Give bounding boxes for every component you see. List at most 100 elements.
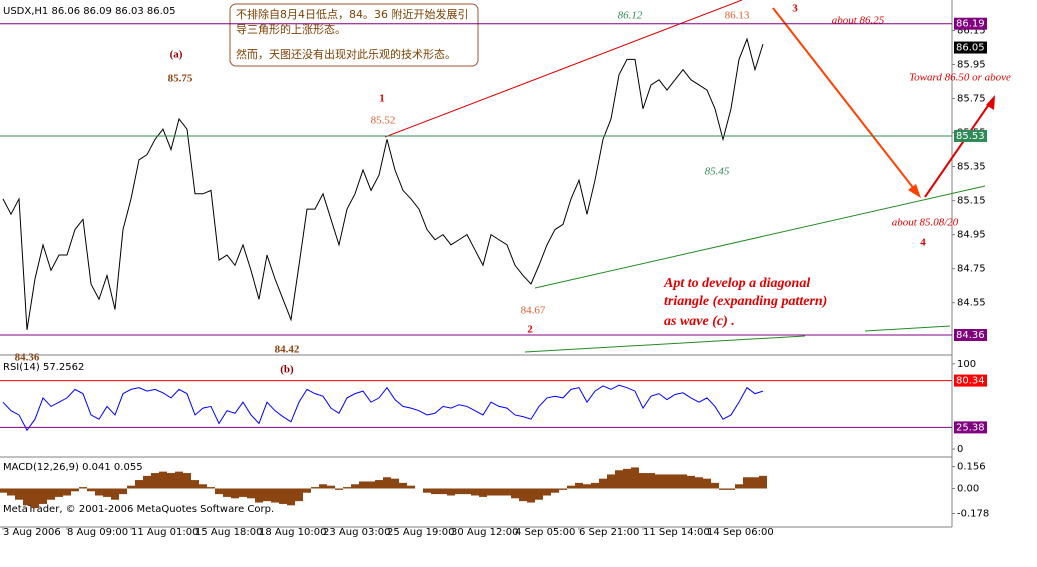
arrow (772, 7, 919, 195)
bar (655, 474, 663, 489)
x-tick-label: 6 Sep 21:00 (579, 527, 639, 538)
bar (503, 488, 511, 496)
bar (39, 488, 47, 504)
y-tick-label: 0.156 (957, 462, 986, 473)
bar (143, 475, 151, 489)
level-label: 80.34 (956, 376, 985, 387)
annotation: 4 (920, 237, 926, 249)
x-tick-label: 11 Sep 14:00 (643, 527, 710, 538)
bar (55, 488, 63, 497)
bar (359, 481, 367, 489)
bar (543, 488, 551, 496)
y-tick-label: -0.178 (957, 508, 989, 519)
level-label: 25.38 (956, 422, 985, 433)
bar (695, 477, 703, 489)
bar (631, 467, 639, 489)
bar (79, 487, 87, 489)
bar (7, 488, 15, 496)
bar (295, 488, 303, 502)
bar (239, 488, 247, 497)
annotation: (b) (280, 364, 294, 376)
bar (151, 473, 159, 489)
bar (327, 485, 335, 489)
bar (247, 488, 255, 499)
x-tick-label: 4 Sep 05:00 (515, 527, 575, 538)
bar (607, 474, 615, 489)
bar (479, 488, 487, 497)
bar (383, 477, 391, 489)
bar (551, 488, 559, 493)
bar (535, 488, 543, 500)
y-tick-label: 84.95 (957, 230, 986, 241)
annotation: 86.12 (618, 10, 643, 22)
bar (207, 487, 215, 489)
level-label-box (954, 374, 987, 387)
annotation: 84.42 (275, 344, 300, 356)
bar (215, 488, 223, 495)
bar (127, 485, 135, 489)
bar (639, 473, 647, 489)
bar (407, 485, 415, 489)
bar (0, 488, 7, 493)
bar (447, 488, 455, 496)
bar (231, 488, 239, 499)
note-text: 导三角形的上涨形态。 (236, 22, 346, 36)
annotation: Apt to develop a diagonal (663, 276, 810, 291)
panel-title: RSI(14) 57.2562 (3, 362, 84, 373)
y-tick-label: 0.00 (957, 483, 979, 494)
series-line (2, 384, 764, 432)
bar (495, 488, 503, 496)
bar (711, 482, 719, 489)
bar (263, 488, 271, 502)
chart-title: USDX,H1 86.06 86.09 86.03 86.05 (3, 6, 176, 17)
bar (519, 488, 527, 502)
annotation: 2 (527, 324, 533, 336)
bar (15, 488, 23, 500)
y-tick-label: 84.55 (957, 298, 986, 309)
trend-line (524, 335, 806, 353)
bar (367, 481, 375, 489)
bar (111, 488, 119, 500)
bar (311, 487, 319, 489)
note-box (229, 3, 479, 67)
series-line (2, 37, 764, 330)
x-tick-label: 23 Aug 03:00 (323, 527, 390, 538)
bar (759, 475, 767, 489)
bar (623, 468, 631, 489)
bar (399, 482, 407, 489)
annotation: (a) (170, 49, 183, 61)
bar (687, 475, 695, 489)
level-label: 86.05 (956, 43, 985, 54)
bar (335, 488, 343, 490)
x-tick-label: 14 Sep 06:00 (707, 527, 774, 538)
bar (391, 478, 399, 489)
y-tick-label: 0 (957, 444, 963, 455)
level-label-box (954, 328, 987, 341)
x-tick-label: 25 Aug 19:00 (387, 527, 454, 538)
annotation: 1 (379, 93, 385, 105)
bar (567, 485, 575, 489)
note-text: 然而，天图还没有出现对此乐观的技术形态。 (236, 47, 456, 61)
bar (175, 471, 183, 489)
bar (47, 488, 55, 500)
bar (431, 488, 439, 495)
panel-title: MACD(12,26,9) 0.041 0.055 (3, 462, 143, 473)
bar (751, 477, 759, 489)
trend-line (384, 0, 743, 138)
bar (103, 488, 111, 497)
annotation: 85.52 (371, 115, 396, 127)
bar (23, 488, 31, 506)
footer: MetaTrader, © 2001-2006 MetaQuotes Softw… (3, 504, 274, 515)
x-tick-label: 3 Aug 2006 (3, 527, 61, 538)
annotation: 84.67 (521, 305, 546, 317)
bar (647, 473, 655, 489)
bar (423, 488, 431, 493)
bar (727, 488, 735, 490)
bar (575, 482, 583, 489)
bar (271, 488, 279, 503)
level-label-box (954, 41, 987, 54)
y-tick-label: 84.75 (957, 264, 986, 275)
bar (679, 474, 687, 489)
